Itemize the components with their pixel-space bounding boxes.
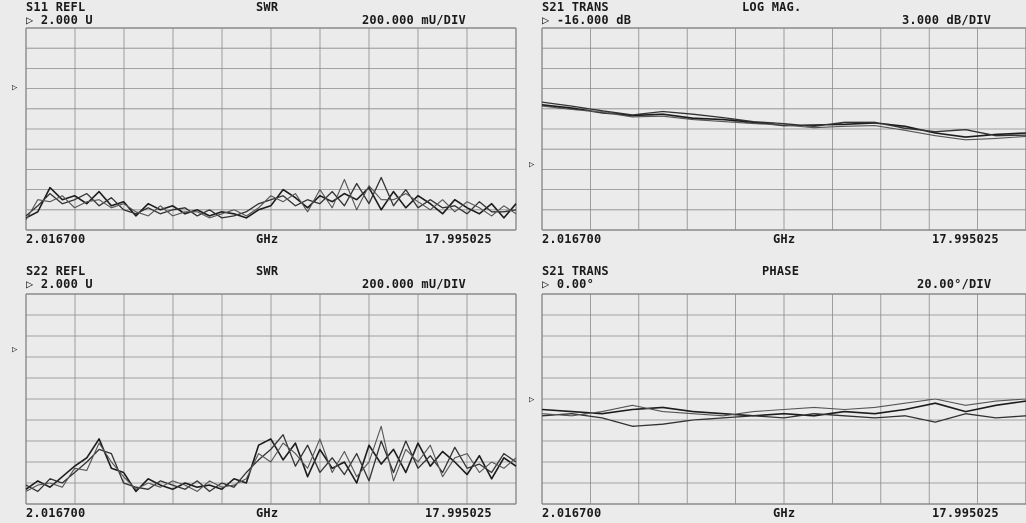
format-label: LOG MAG. — [742, 0, 802, 14]
format-label: SWR — [256, 0, 279, 14]
channel-label: S21 TRANS — [542, 0, 609, 14]
stop-freq-label: 17.995025 — [425, 506, 492, 520]
reference-value: 2.000 U — [40, 277, 93, 291]
reference-label: ▷ 2.000 U — [26, 278, 93, 291]
reference-label: ▷ -16.000 dB — [542, 14, 631, 27]
reference-label: ▷ 0.00° — [542, 278, 594, 291]
trace-line-3 — [541, 105, 1026, 141]
format-label: SWR — [256, 264, 279, 278]
s21-logmag-plot — [541, 27, 1026, 231]
start-freq-label: 2.016700 — [26, 506, 86, 520]
channel-label: S21 TRANS — [542, 264, 609, 278]
s22-swr-plot — [25, 293, 517, 505]
trace-line-2 — [541, 101, 1026, 137]
start-freq-label: 2.016700 — [26, 232, 86, 246]
reference-label: ▷ 2.000 U — [26, 14, 93, 27]
ref-arrow-icon: ▷ — [26, 13, 34, 27]
ref-position-marker-icon: ▷ — [12, 83, 18, 93]
start-freq-label: 2.016700 — [542, 506, 602, 520]
stop-freq-label: 17.995025 — [932, 232, 999, 246]
ref-arrow-icon: ▷ — [542, 277, 550, 291]
s11-swr-plot — [25, 27, 517, 231]
scale-label: 200.000 mU/DIV — [362, 13, 466, 27]
format-label: PHASE — [762, 264, 800, 278]
ref-position-marker-icon: ▷ — [529, 395, 535, 405]
channel-label: S22 REFL — [26, 264, 86, 278]
trace-line-3 — [25, 425, 517, 492]
s21-phase-plot — [541, 293, 1026, 505]
reference-value: 0.00° — [556, 277, 594, 291]
scale-label: 20.00°/DIV — [917, 277, 992, 291]
scale-label: 200.000 mU/DIV — [362, 277, 466, 291]
ref-arrow-icon: ▷ — [26, 277, 34, 291]
freq-unit-label: GHz — [773, 506, 796, 520]
ref-arrow-icon: ▷ — [542, 13, 550, 27]
reference-value: 2.000 U — [40, 13, 93, 27]
trace-line-1 — [541, 104, 1026, 138]
channel-label: S11 REFL — [26, 0, 86, 14]
reference-value: -16.000 dB — [556, 13, 632, 27]
stop-freq-label: 17.995025 — [932, 506, 999, 520]
trace-line-1 — [541, 400, 1026, 417]
freq-unit-label: GHz — [256, 506, 279, 520]
freq-unit-label: GHz — [256, 232, 279, 246]
trace-line-3 — [541, 398, 1026, 417]
stop-freq-label: 17.995025 — [425, 232, 492, 246]
trace-line-2 — [25, 176, 517, 219]
ref-position-marker-icon: ▷ — [12, 345, 18, 355]
freq-unit-label: GHz — [773, 232, 796, 246]
scale-label: 3.000 dB/DIV — [902, 13, 992, 27]
ref-position-marker-icon: ▷ — [529, 160, 535, 170]
start-freq-label: 2.016700 — [542, 232, 602, 246]
trace-line-2 — [25, 434, 517, 493]
trace-line-2 — [541, 413, 1026, 427]
trace-line-3 — [25, 178, 517, 221]
